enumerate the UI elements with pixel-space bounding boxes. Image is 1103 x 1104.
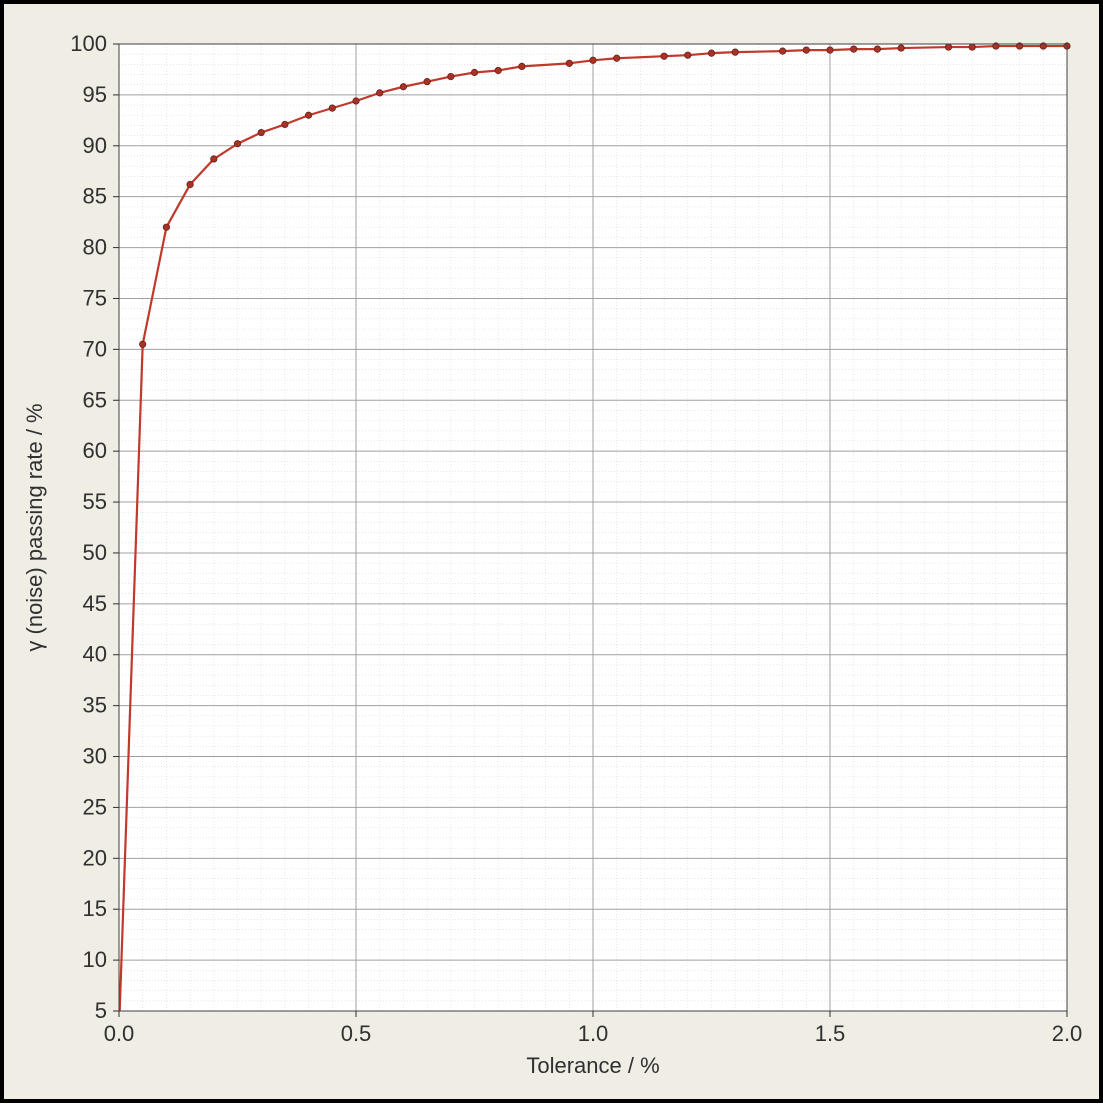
y-tick-label: 15 xyxy=(83,896,107,921)
x-tick-label: 1.0 xyxy=(578,1021,609,1046)
y-tick-label: 25 xyxy=(83,794,107,819)
series-marker xyxy=(874,46,880,52)
chart-svg: 0.0 0.5 1.0 1.5 2.0 5 10 15 20 25 30 35 40 45 50 55 60 65… xyxy=(4,4,1099,1099)
x-axis-label: Tolerance / % xyxy=(526,1053,659,1078)
series-marker xyxy=(329,105,335,111)
y-tick-label: 10 xyxy=(83,947,107,972)
y-tick-label: 20 xyxy=(83,845,107,870)
series-marker xyxy=(708,50,714,56)
series-marker xyxy=(211,156,217,162)
y-tick-label: 70 xyxy=(83,336,107,361)
y-tick-label: 35 xyxy=(83,693,107,718)
y-tick-label: 30 xyxy=(83,744,107,769)
series-marker xyxy=(779,48,785,54)
series-marker xyxy=(353,98,359,104)
y-axis-label: γ (noise) passing rate / % xyxy=(22,403,47,651)
series-marker xyxy=(827,47,833,53)
series-marker xyxy=(424,78,430,84)
series-marker xyxy=(282,121,288,127)
series-marker xyxy=(803,47,809,53)
series-marker xyxy=(187,181,193,187)
series-marker xyxy=(590,57,596,63)
series-marker xyxy=(377,90,383,96)
x-tick-label: 2.0 xyxy=(1052,1021,1083,1046)
y-tick-label: 5 xyxy=(95,998,107,1023)
y-tick-label: 40 xyxy=(83,642,107,667)
series-marker xyxy=(258,129,264,135)
series-marker xyxy=(305,112,311,118)
y-tick-label: 90 xyxy=(83,133,107,158)
y-tick-label: 80 xyxy=(83,235,107,260)
series-marker xyxy=(851,46,857,52)
series-marker xyxy=(969,44,975,50)
series-marker xyxy=(732,49,738,55)
y-tick-label: 100 xyxy=(70,31,107,56)
chart-frame: 0.0 0.5 1.0 1.5 2.0 5 10 15 20 25 30 35 40 45 50 55 60 65… xyxy=(0,0,1103,1103)
series-marker xyxy=(945,44,951,50)
series-marker xyxy=(495,67,501,73)
x-tick-label: 1.5 xyxy=(815,1021,846,1046)
series-marker xyxy=(661,53,667,59)
series-marker xyxy=(448,73,454,79)
y-tick-label: 75 xyxy=(83,285,107,310)
series-marker xyxy=(685,52,691,58)
y-tick-label: 85 xyxy=(83,184,107,209)
series-marker xyxy=(163,224,169,230)
series-marker xyxy=(471,69,477,75)
series-marker xyxy=(519,63,525,69)
y-tick-label: 95 xyxy=(83,82,107,107)
y-tick-label: 60 xyxy=(83,438,107,463)
series-marker xyxy=(566,60,572,66)
x-tick-label: 0.0 xyxy=(104,1021,135,1046)
series-marker xyxy=(400,84,406,90)
y-tick-label: 65 xyxy=(83,387,107,412)
series-marker xyxy=(614,55,620,61)
y-tick-label: 50 xyxy=(83,540,107,565)
series-marker xyxy=(140,341,146,347)
x-tick-label: 0.5 xyxy=(341,1021,372,1046)
series-marker xyxy=(898,45,904,51)
y-tick-label: 55 xyxy=(83,489,107,514)
y-tick-label: 45 xyxy=(83,591,107,616)
series-marker xyxy=(234,141,240,147)
